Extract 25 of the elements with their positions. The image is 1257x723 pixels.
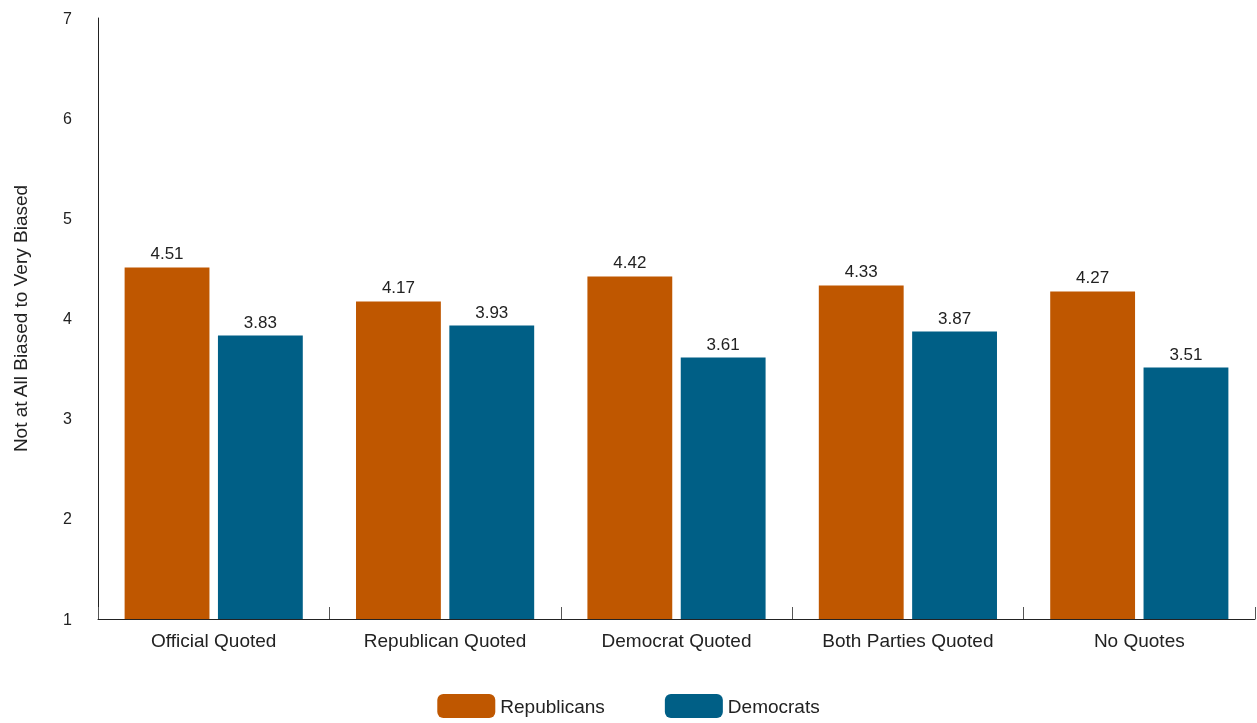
legend-label: Democrats	[727, 695, 820, 717]
data-label: 4.33	[844, 262, 878, 282]
data-label: 3.61	[706, 334, 740, 354]
data-label: 3.93	[475, 302, 509, 322]
data-label: 3.83	[243, 312, 277, 332]
y-tick-label: 5	[63, 209, 73, 227]
data-label: 4.17	[381, 278, 415, 298]
x-tick-label: Republican Quoted	[363, 630, 527, 651]
y-tick-label: 3	[63, 410, 73, 428]
y-tick-label: 4	[63, 310, 73, 327]
data-label: 4.27	[1076, 268, 1110, 288]
data-label: 3.87	[938, 308, 972, 328]
y-axis-title: Not at All Biased to Very Biased	[10, 184, 31, 453]
y-tick-label: 2	[63, 510, 73, 528]
data-label: 4.51	[150, 244, 184, 264]
x-tick-label: Democrat Quoted	[601, 630, 752, 651]
x-tick-label: Both Parties Quoted	[822, 630, 994, 651]
x-tick-label: Official Quoted	[151, 630, 277, 651]
legend-label: Republicans	[500, 695, 605, 717]
y-tick-label: 6	[63, 109, 73, 127]
y-tick-label: 7	[63, 9, 73, 27]
y-tick-label: 1	[63, 610, 73, 628]
data-label: 3.51	[1169, 344, 1203, 364]
data-label: 4.42	[613, 253, 647, 273]
x-tick-label: No Quotes	[1093, 630, 1185, 651]
